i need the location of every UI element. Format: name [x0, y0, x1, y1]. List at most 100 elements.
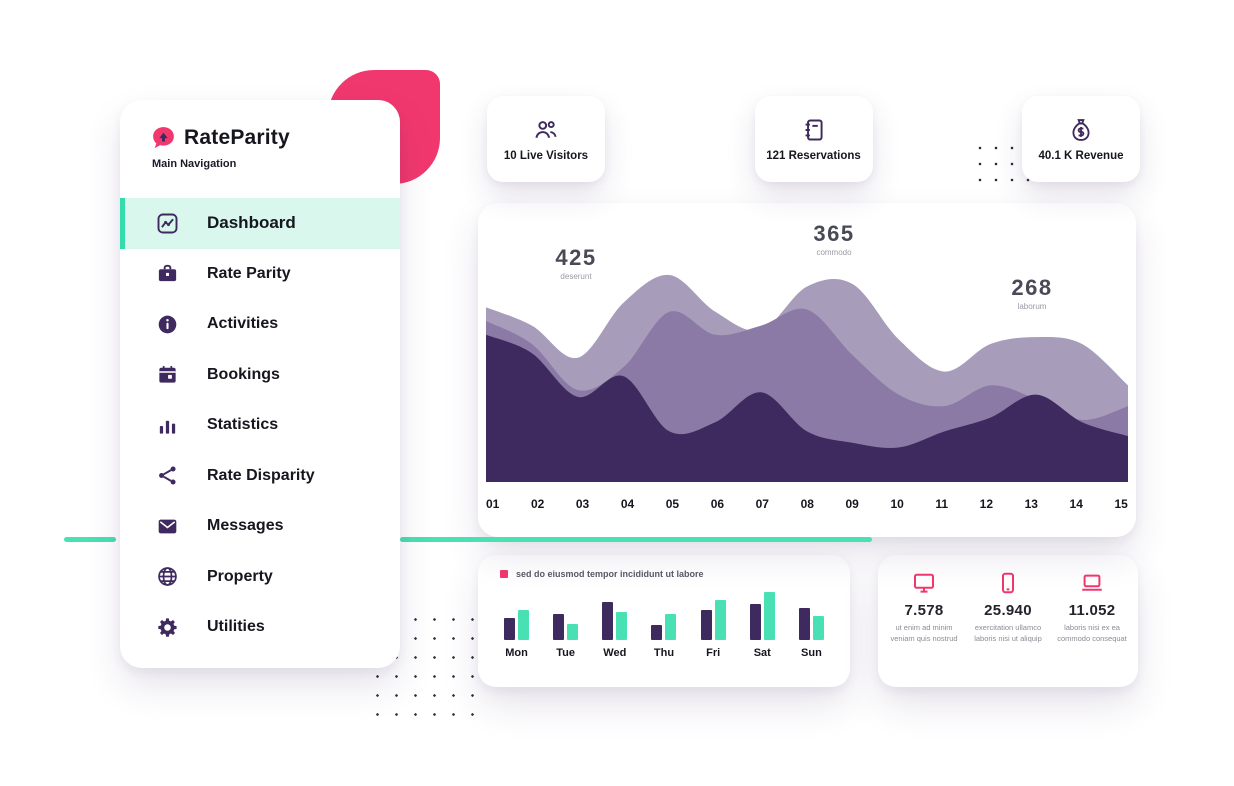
x-axis-label: 12: [979, 497, 993, 511]
calendar-icon: [156, 363, 179, 386]
bar-mint[interactable]: [616, 612, 628, 640]
chart-annotation: 268 laborum: [990, 275, 1074, 311]
sidebar-item-label: Bookings: [207, 365, 280, 383]
briefcase-icon: [156, 262, 179, 285]
area-chart: [486, 274, 1128, 482]
monitor-icon: [912, 571, 936, 595]
stat-card-10-live-visitors[interactable]: 10 Live Visitors: [487, 96, 605, 182]
bar-mint[interactable]: [665, 614, 677, 640]
logo-icon: [150, 124, 177, 151]
x-axis-label: 04: [620, 497, 635, 511]
sidebar: RateParity Main Navigation Dashboard Rate…: [120, 100, 400, 668]
device-value: 25.940: [984, 602, 1032, 619]
bar-purple[interactable]: [651, 625, 663, 640]
chart-annotation: 425 deserunt: [534, 245, 618, 281]
sidebar-item-rate-parity[interactable]: Rate Parity: [120, 249, 400, 300]
bar-purple[interactable]: [700, 610, 712, 640]
bar-chart-card: sed do eiusmod tempor incididunt ut labo…: [478, 555, 850, 687]
device-caption: exercitation ullamco laboris nisi ut ali…: [974, 623, 1042, 643]
bar-category-label: Tue: [556, 647, 576, 659]
x-axis-label: 11: [935, 497, 949, 511]
bar-group-fri: Fri: [700, 591, 726, 659]
bar-mint[interactable]: [567, 624, 579, 640]
bar-purple[interactable]: [749, 604, 761, 640]
device-caption: ut enim ad minim veniam quis nostrud: [890, 623, 958, 643]
stat-card-label: 10 Live Visitors: [503, 149, 589, 162]
device-value: 7.578: [904, 602, 944, 619]
bar-category-label: Sat: [753, 647, 771, 659]
stat-card-label: 121 Reservations: [766, 149, 861, 162]
stat-card-label: 40.1 K Revenue: [1038, 149, 1124, 162]
bar-category-label: Thu: [653, 647, 675, 659]
sidebar-nav: Dashboard Rate Parity Activities Bookings St…: [120, 198, 400, 653]
x-axis-label: 15: [1114, 497, 1128, 511]
x-axis-label: 01: [486, 497, 500, 511]
device-stats-card: 7.578 ut enim ad minim veniam quis nostru…: [878, 555, 1138, 687]
globe-icon: [156, 565, 179, 588]
bar-pair: [798, 591, 824, 640]
bar-category-label: Fri: [706, 647, 721, 659]
share-icon: [156, 464, 179, 487]
chart-annotation: 365 commodo: [792, 221, 876, 257]
device-stat-laptop: 11.052 laboris nisi ex ea commodo consequ…: [1052, 571, 1132, 679]
bar-group-sat: Sat: [749, 591, 775, 659]
x-axis-label: 10: [890, 497, 904, 511]
area-chart-card: 425 deserunt 365 commodo 268 laborum 01 02 03 04…: [478, 203, 1136, 537]
bar-mint[interactable]: [763, 592, 775, 640]
bar-category-label: Sun: [801, 647, 822, 659]
stat-cards-row: 10 Live Visitors 121 Reservations 40.1 K R…: [487, 96, 1140, 182]
gear-icon: [156, 616, 179, 639]
info-circle-icon: [156, 313, 179, 336]
x-axis-label: 13: [1024, 497, 1038, 511]
annotation-label: laborum: [1017, 302, 1047, 311]
stat-card-121-reservations[interactable]: 121 Reservations: [754, 96, 873, 182]
area-series-layer-front: [486, 334, 1128, 482]
chart-line-icon: [156, 212, 179, 235]
device-stats: 7.578 ut enim ad minim veniam quis nostru…: [878, 555, 1138, 687]
sidebar-item-statistics[interactable]: Statistics: [120, 400, 400, 451]
teal-accent-line: [400, 537, 872, 542]
annotation-value: 268: [1011, 275, 1053, 300]
bar-purple[interactable]: [798, 608, 810, 640]
sidebar-item-dashboard[interactable]: Dashboard: [120, 198, 400, 249]
sidebar-item-bookings[interactable]: Bookings: [120, 350, 400, 401]
x-axis: 01 02 03 04 05 06 07 08 09 10 11 12 13 14 15: [486, 497, 1128, 511]
sidebar-item-label: Utilities: [207, 618, 265, 636]
bar-group-mon: Mon: [504, 591, 529, 659]
annotation-value: 365: [813, 221, 855, 246]
annotation-value: 425: [555, 245, 597, 270]
logo[interactable]: RateParity: [150, 124, 400, 151]
notebook-icon: [801, 117, 827, 143]
annotation-label: deserunt: [560, 272, 592, 281]
bar-pair: [602, 591, 628, 640]
bar-mint[interactable]: [812, 616, 824, 640]
sidebar-item-label: Dashboard: [207, 213, 296, 233]
bar-mint[interactable]: [714, 600, 726, 640]
bar-group-tue: Tue: [553, 591, 579, 659]
bar-mint[interactable]: [518, 610, 529, 640]
sidebar-item-activities[interactable]: Activities: [120, 299, 400, 350]
sidebar-item-property[interactable]: Property: [120, 552, 400, 603]
bar-purple[interactable]: [553, 614, 565, 640]
sidebar-item-label: Statistics: [207, 416, 279, 434]
sidebar-item-messages[interactable]: Messages: [120, 501, 400, 552]
sidebar-item-label: Messages: [207, 517, 284, 535]
bar-category-label: Wed: [603, 647, 627, 659]
sidebar-item-utilities[interactable]: Utilities: [120, 602, 400, 653]
stat-card-40-1-k-revenue[interactable]: 40.1 K Revenue: [1022, 96, 1140, 182]
teal-accent-line: [64, 537, 116, 542]
bar-pair: [553, 591, 579, 640]
bar-purple[interactable]: [602, 602, 614, 640]
bar-pair: [749, 591, 775, 640]
x-axis-label: 06: [710, 497, 725, 511]
bar-pair: [700, 591, 726, 640]
device-stat-monitor: 7.578 ut enim ad minim veniam quis nostru…: [884, 571, 964, 679]
nav-section-label: Main Navigation: [152, 158, 237, 170]
envelope-icon: [156, 515, 179, 538]
x-axis-label: 08: [800, 497, 814, 511]
bar-purple[interactable]: [504, 618, 515, 640]
x-axis-label: 05: [665, 497, 680, 511]
sidebar-item-rate-disparity[interactable]: Rate Disparity: [120, 451, 400, 502]
bar-pair: [504, 591, 529, 640]
